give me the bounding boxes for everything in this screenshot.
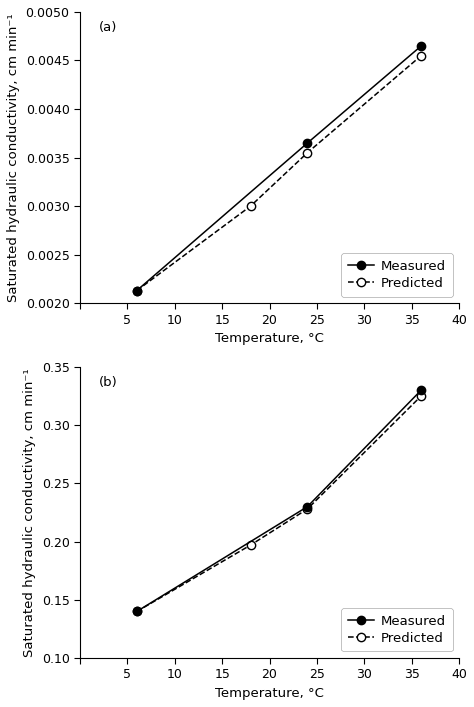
Line: Predicted: Predicted — [133, 392, 425, 616]
Measured — [134, 607, 140, 616]
Legend: Measured, Predicted: Measured, Predicted — [341, 608, 453, 651]
Line: Measured: Measured — [133, 386, 425, 616]
Text: (a): (a) — [99, 21, 117, 34]
X-axis label: Temperature, °C: Temperature, °C — [215, 332, 324, 345]
Measured — [305, 139, 310, 147]
Text: (b): (b) — [99, 375, 118, 389]
Y-axis label: Saturated hydraulic conductivity, cm min⁻¹: Saturated hydraulic conductivity, cm min… — [7, 13, 20, 302]
Legend: Measured, Predicted: Measured, Predicted — [341, 253, 453, 297]
Predicted — [134, 607, 140, 616]
Y-axis label: Saturated hydraulic conductivity, cm min⁻¹: Saturated hydraulic conductivity, cm min… — [23, 368, 36, 657]
Predicted — [419, 392, 424, 400]
Measured — [134, 286, 140, 295]
Predicted — [305, 148, 310, 157]
Measured — [419, 42, 424, 50]
X-axis label: Temperature, °C: Temperature, °C — [215, 687, 324, 700]
Predicted — [419, 52, 424, 60]
Line: Measured: Measured — [133, 42, 425, 295]
Predicted — [248, 202, 254, 211]
Measured — [419, 386, 424, 395]
Line: Predicted: Predicted — [133, 52, 425, 295]
Predicted — [248, 541, 254, 549]
Predicted — [305, 505, 310, 513]
Measured — [305, 503, 310, 511]
Predicted — [134, 286, 140, 295]
